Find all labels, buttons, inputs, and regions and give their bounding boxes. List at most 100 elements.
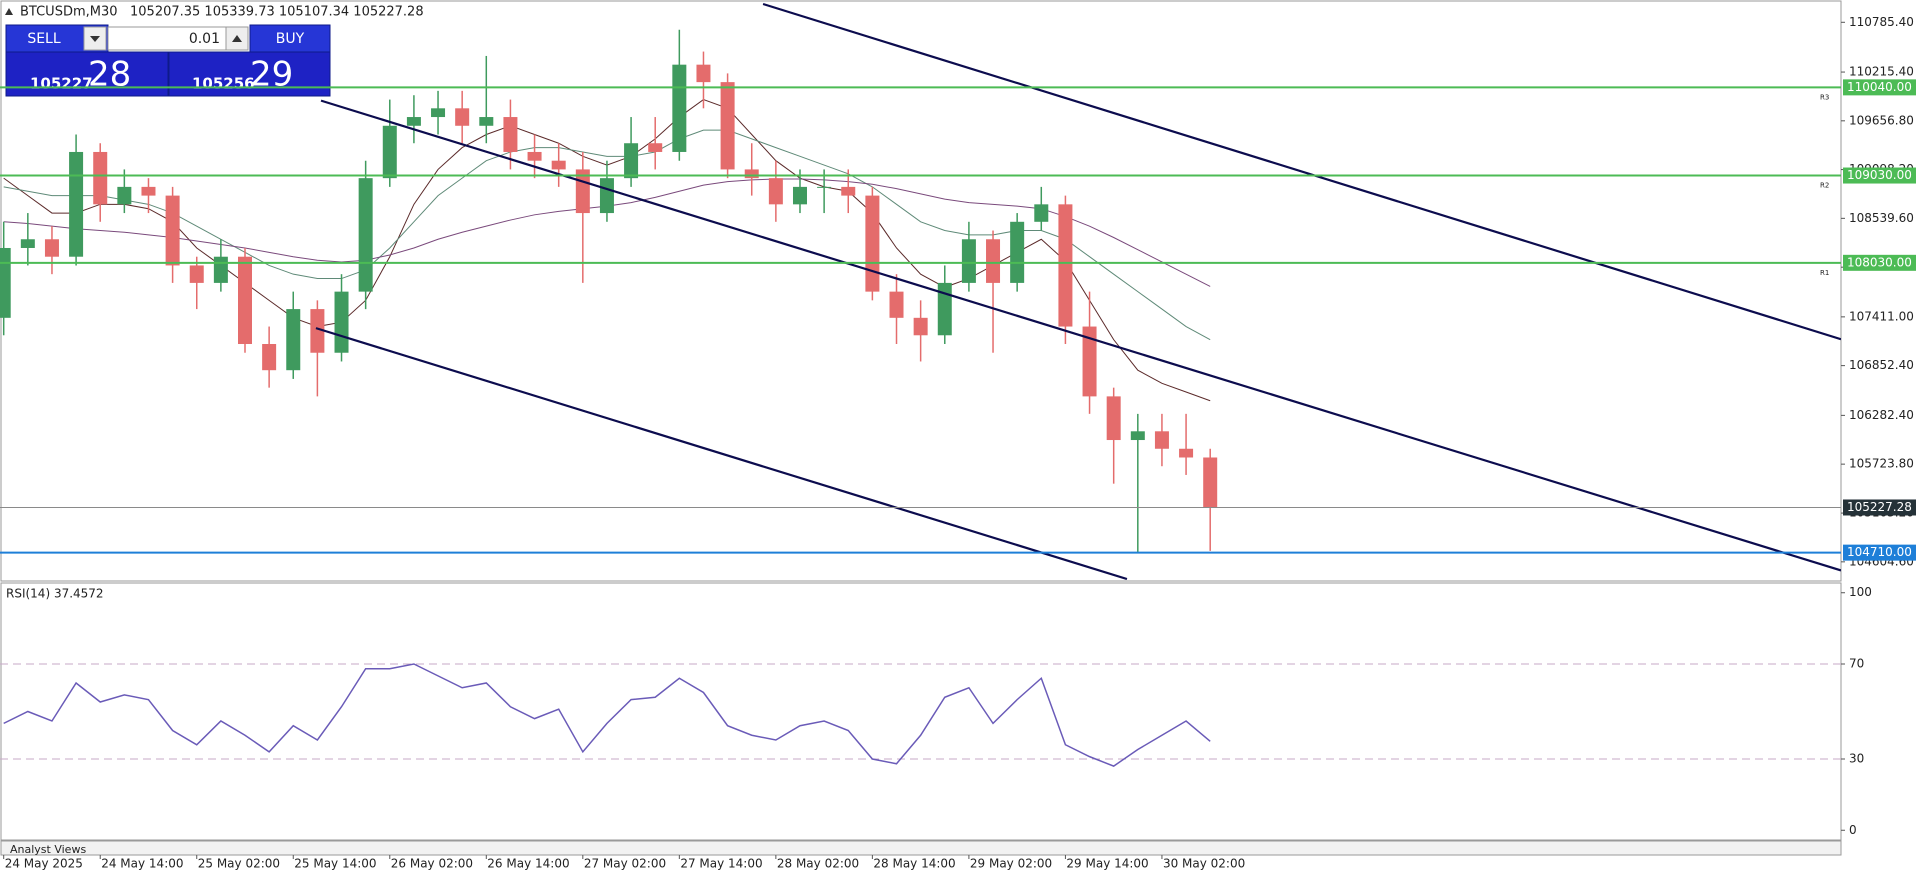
x-tick-label: 24 May 2025 [5,857,83,871]
candle-body [1179,448,1194,458]
level-tag: R3 [1820,93,1829,101]
x-tick-label: 28 May 14:00 [873,857,955,871]
y-tick-label: 107411.00 [1849,309,1914,323]
candle-body [503,117,518,152]
level-label: 110040.00 [1847,80,1912,94]
x-tick-label: 29 May 14:00 [1066,857,1148,871]
y-tick-label: 109656.80 [1849,113,1914,127]
candle-body [334,291,349,353]
y-tick-label: 100 [1849,585,1872,599]
y-tick-label: 110785.40 [1849,15,1914,29]
candle-body [262,344,277,371]
candle-body [0,247,11,318]
candle-body [720,82,735,170]
sell-label: SELL [27,31,61,47]
candle-body [889,291,904,318]
x-tick-label: 30 May 02:00 [1163,857,1245,871]
x-tick-label: 24 May 14:00 [101,857,183,871]
candle-body [1034,204,1049,222]
ohlc: 105207.35 105339.73 105107.34 105227.28 [130,5,424,20]
candle-body [69,151,84,257]
level-label: 104710.00 [1847,545,1912,559]
candle-body [238,256,252,345]
y-tick-label: 106282.40 [1849,408,1914,422]
candle-body [817,186,832,188]
ask-box[interactable] [168,51,331,97]
trend-line [320,99,1841,572]
price-plot [0,2,1841,580]
candle-body [672,64,687,152]
candle-body [286,309,301,371]
current-price-box [1843,499,1916,516]
level-label: 109030.00 [1847,168,1912,182]
trend-line [762,2,1841,341]
candle-body [986,239,1001,283]
candle-body [768,178,783,205]
rsi-title: RSI(14) 37.4572 [6,587,104,601]
candle-body [961,239,976,283]
y-tick-label: 70 [1849,656,1864,670]
candle-body [358,178,373,292]
candle-body [165,195,180,266]
y-tick-label: 106852.40 [1849,358,1914,372]
ask-pips: 29 [250,55,293,95]
trade-panel: SELL 0.01 BUY 105227 28 105256 29 [5,24,331,97]
candle-body [93,151,108,205]
x-tick-label: 26 May 02:00 [391,857,473,871]
candle-body [1010,221,1025,283]
candle-body [431,108,446,118]
x-tick-label: 25 May 02:00 [198,857,280,871]
candle-body [406,117,421,126]
candle-body [117,186,132,205]
level-label-box [1843,79,1916,96]
candle-body [479,117,494,126]
candle-body [865,195,880,292]
level-label: 108030.00 [1847,255,1912,269]
y-tick-label: 105723.80 [1849,457,1914,471]
candle-body [141,186,156,196]
level-label-box [1843,544,1916,561]
x-tick-label: 25 May 14:00 [294,857,376,871]
x-tick-label: 29 May 02:00 [970,857,1052,871]
bid-pips: 28 [88,55,131,95]
bid-box[interactable] [5,51,169,97]
y-tick-label: 30 [1849,752,1864,766]
candle-body [624,143,639,179]
bottom-tab-bar [0,840,1842,856]
candle-body [648,143,663,152]
candle-body [1106,396,1121,441]
candle-body [455,108,470,126]
moving-average [3,129,1211,341]
candle-body [1058,204,1073,327]
candle-body [599,178,614,214]
candle-body [527,151,542,161]
level-label-box [1843,167,1916,184]
candle-body [213,256,228,283]
analyst-views-tab[interactable]: Analyst Views [10,843,86,856]
candle-body [20,239,35,248]
x-tick-label: 26 May 14:00 [487,857,569,871]
candle-body [913,317,928,336]
candle-body [744,169,759,179]
lot-value: 0.01 [189,31,220,47]
level-tag: R1 [1820,269,1829,277]
level-tag: R2 [1820,182,1829,190]
bid-main: 105227 [30,75,93,93]
candle-body [382,125,397,179]
rsi-pane [0,582,1842,841]
symbol: BTCUSDm,M30 [20,5,118,20]
candle-body [189,265,204,283]
candle-body [937,282,952,336]
candle-body [1130,431,1145,441]
ask-main: 105256 [192,75,255,93]
candle-body [551,160,566,170]
level-label-box [1843,254,1916,271]
trend-line [315,327,1128,580]
current-price-label: 105227.28 [1847,500,1912,514]
candle-body [310,309,325,353]
y-tick-label: 110215.40 [1849,65,1914,79]
collapse-icon[interactable] [5,8,13,15]
candle-body [841,186,856,196]
down-arrow [90,36,100,42]
